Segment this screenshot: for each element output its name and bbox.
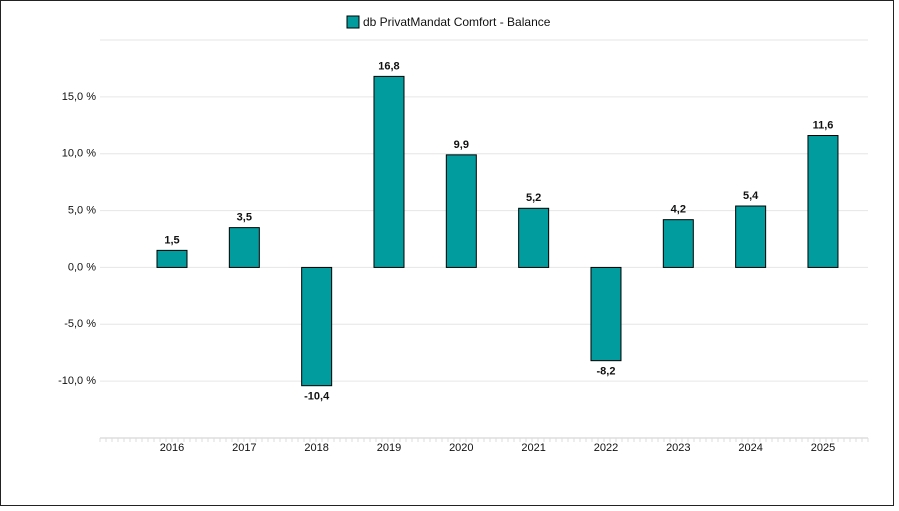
y-tick-label: 0,0 % bbox=[68, 261, 96, 273]
bar bbox=[518, 207, 550, 268]
legend-swatch bbox=[346, 15, 360, 29]
bar bbox=[807, 135, 839, 268]
y-tick-label: -5,0 % bbox=[64, 318, 96, 330]
value-label: 11,6 bbox=[813, 119, 834, 131]
x-tick-label: 2020 bbox=[449, 442, 473, 454]
value-label: 4,2 bbox=[671, 204, 686, 216]
x-tick-label: 2019 bbox=[377, 442, 401, 454]
bar bbox=[373, 75, 405, 268]
y-tick-label: 10,0 % bbox=[62, 148, 96, 160]
x-tick-label: 2018 bbox=[304, 442, 328, 454]
bar bbox=[228, 227, 260, 268]
x-tick-label: 2022 bbox=[594, 442, 618, 454]
x-tick-label: 2016 bbox=[160, 442, 184, 454]
legend-label: db PrivatMandat Comfort - Balance bbox=[363, 15, 551, 29]
bar bbox=[301, 266, 333, 387]
value-label: -8,2 bbox=[596, 366, 615, 378]
x-tick-label: 2021 bbox=[521, 442, 545, 454]
x-tick-label: 2025 bbox=[811, 442, 835, 454]
value-label: -10,4 bbox=[304, 391, 330, 403]
value-label: 16,8 bbox=[378, 60, 399, 72]
value-label: 5,2 bbox=[526, 192, 541, 204]
bar bbox=[445, 154, 477, 268]
bar bbox=[156, 249, 188, 268]
x-tick-label: 2023 bbox=[666, 442, 690, 454]
y-tick-label: 5,0 % bbox=[68, 204, 96, 216]
value-label: 1,5 bbox=[164, 234, 179, 246]
value-label: 3,5 bbox=[237, 212, 252, 224]
y-tick-label: 15,0 % bbox=[62, 91, 96, 103]
x-tick-label: 2024 bbox=[738, 442, 762, 454]
x-tick-label: 2017 bbox=[232, 442, 256, 454]
value-label: 9,9 bbox=[454, 139, 469, 151]
bar bbox=[735, 205, 767, 268]
y-tick-label: -10,0 % bbox=[58, 375, 96, 387]
bar bbox=[662, 219, 694, 268]
value-label: 5,4 bbox=[743, 190, 759, 202]
bar bbox=[590, 266, 622, 362]
